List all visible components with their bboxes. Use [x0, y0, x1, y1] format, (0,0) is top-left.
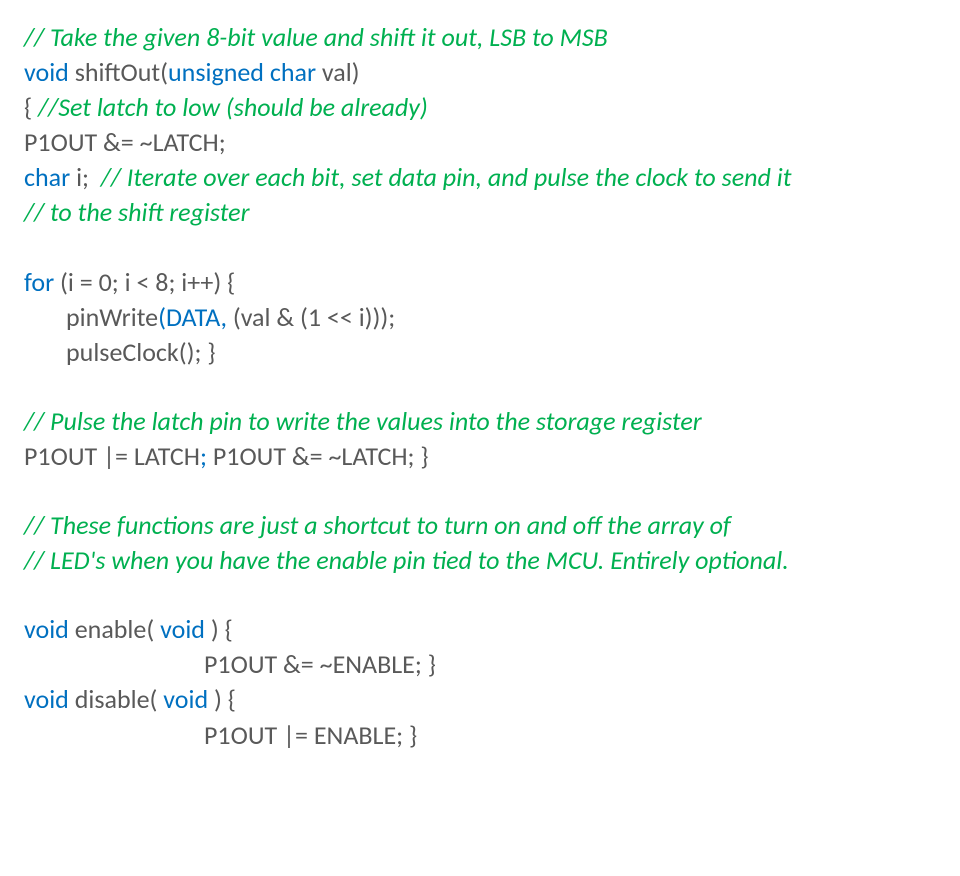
code-token: enable( — [75, 613, 160, 645]
code-line: void disable( void ) { — [24, 682, 936, 717]
code-token: // Pulse the latch pin to write the valu… — [24, 405, 702, 437]
code-line: { //Set latch to low (should be already) — [24, 90, 936, 125]
code-token: // to the shift register — [24, 196, 250, 228]
code-line — [24, 474, 936, 508]
code-token: // Take the given 8-bit value and shift … — [24, 21, 608, 53]
code-token: P1OUT &= ~LATCH; } — [207, 440, 429, 472]
code-line: P1OUT &= ~ENABLE; } — [24, 647, 936, 682]
code-line: char i; // Iterate over each bit, set da… — [24, 160, 936, 195]
code-token: (DATA, — [158, 301, 227, 333]
code-line: P1OUT &= ~LATCH; — [24, 125, 936, 160]
code-token: P1OUT |= ENABLE; } — [204, 719, 417, 751]
code-line: // Take the given 8-bit value and shift … — [24, 20, 936, 55]
code-token: P1OUT &= ~LATCH; — [24, 126, 226, 158]
code-line: void shiftOut(unsigned char val) — [24, 55, 936, 90]
code-token: void — [163, 683, 214, 715]
code-token: pinWrite — [66, 301, 158, 333]
code-token: // Iterate over each bit, set data pin, … — [101, 161, 792, 193]
code-line: pulseClock(); } — [24, 335, 936, 370]
code-token: disable( — [75, 683, 164, 715]
code-line: // to the shift register — [24, 195, 936, 230]
code-token: P1OUT &= ~ENABLE; } — [204, 648, 436, 680]
code-token: (i = 0; i < 8; i++) { — [60, 266, 235, 298]
code-token: //Set latch to low (should be already) — [38, 91, 428, 123]
code-token: for — [24, 266, 60, 298]
code-token: ; — [200, 440, 207, 472]
code-token: void — [160, 613, 211, 645]
code-token: ) { — [214, 683, 236, 715]
code-token: ) { — [211, 613, 233, 645]
code-line: void enable( void ) { — [24, 612, 936, 647]
code-token: (val & (1 << i))); — [227, 301, 395, 333]
code-token: P1OUT |= LATCH — [24, 440, 200, 472]
code-line: // These functions are just a shortcut t… — [24, 508, 936, 543]
code-line: P1OUT |= ENABLE; } — [24, 718, 936, 753]
code-token: // These functions are just a shortcut t… — [24, 509, 731, 541]
code-line: for (i = 0; i < 8; i++) { — [24, 265, 936, 300]
code-line — [24, 231, 936, 265]
code-token: void — [24, 56, 75, 88]
code-token: // LED's when you have the enable pin ti… — [24, 544, 789, 576]
code-token: unsigned char — [168, 56, 322, 88]
code-line: // Pulse the latch pin to write the valu… — [24, 404, 936, 439]
code-token: { — [24, 91, 38, 123]
code-token: char — [24, 161, 76, 193]
code-line — [24, 370, 936, 404]
code-line: P1OUT |= LATCH; P1OUT &= ~LATCH; } — [24, 439, 936, 474]
code-token: void — [24, 613, 75, 645]
code-token: val) — [322, 56, 360, 88]
code-token: i; — [76, 161, 101, 193]
code-line — [24, 578, 936, 612]
code-token: shiftOut( — [75, 56, 168, 88]
code-block: // Take the given 8-bit value and shift … — [24, 20, 936, 753]
code-token: pulseClock(); } — [66, 336, 216, 368]
code-token: void — [24, 683, 75, 715]
code-line: pinWrite(DATA, (val & (1 << i))); — [24, 300, 936, 335]
code-line: // LED's when you have the enable pin ti… — [24, 543, 936, 578]
